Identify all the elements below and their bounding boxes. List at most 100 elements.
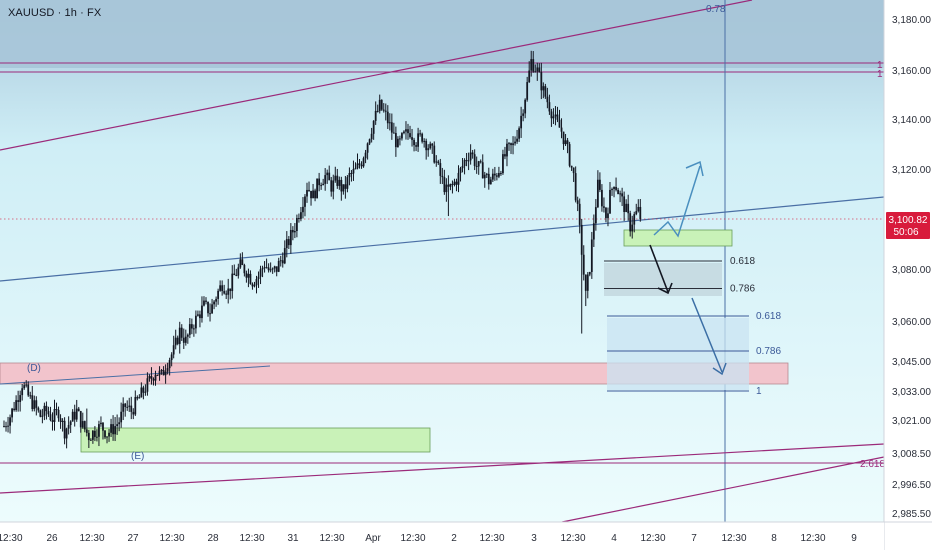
candle-body xyxy=(550,111,553,119)
time-axis-tick-label: 2 xyxy=(451,533,457,544)
candle-body xyxy=(31,395,34,410)
candle-body xyxy=(239,259,242,268)
candle-body xyxy=(526,82,529,100)
candle-body xyxy=(197,314,199,316)
candle-body xyxy=(623,196,626,212)
candle-body xyxy=(79,411,82,428)
candle-body xyxy=(580,224,583,255)
candle-body xyxy=(544,86,547,97)
candle-body xyxy=(300,212,302,219)
d-trendline xyxy=(0,365,271,385)
candle-body xyxy=(611,189,613,191)
candle-body xyxy=(570,165,573,168)
candle-body xyxy=(23,385,26,389)
time-axis-tick-label: 12:30 xyxy=(721,533,746,544)
candle-body xyxy=(251,283,254,287)
candle-body xyxy=(502,154,504,174)
candle-body xyxy=(118,422,121,425)
candle-body xyxy=(320,185,323,187)
candle-body xyxy=(293,230,296,233)
candle-body xyxy=(100,422,102,425)
candle-body xyxy=(588,271,591,275)
candle-body xyxy=(176,337,179,344)
candle-body xyxy=(116,424,119,427)
candle-body xyxy=(617,189,619,195)
wave-e-label: (E) xyxy=(131,451,144,462)
candle-body xyxy=(81,421,84,428)
candle-body xyxy=(613,186,615,190)
candle-body xyxy=(75,408,78,420)
candle-body xyxy=(13,408,15,411)
candle-body xyxy=(475,165,478,167)
candle-body xyxy=(253,285,256,287)
candle-body xyxy=(94,430,96,437)
candle-body xyxy=(417,133,419,147)
candle-body xyxy=(562,131,565,145)
fib-level-label: 0.786 xyxy=(756,346,781,357)
candle-body xyxy=(148,376,151,379)
candle-body xyxy=(132,411,135,415)
bearish-projection-arrow xyxy=(649,244,669,293)
candle-body xyxy=(449,183,452,187)
candle-body xyxy=(43,405,46,416)
candle-body xyxy=(49,414,52,420)
pink-support-zone xyxy=(0,362,789,385)
candle-body xyxy=(489,179,492,185)
candle-body xyxy=(215,298,217,302)
candle-body xyxy=(152,378,155,381)
candle-body xyxy=(316,178,318,199)
candle-body xyxy=(453,181,456,185)
candle-body xyxy=(463,160,466,166)
candle-body xyxy=(392,132,395,134)
candle-body xyxy=(9,417,11,426)
candle-body xyxy=(590,239,593,272)
candle-body xyxy=(601,189,603,207)
candle-body xyxy=(445,184,448,193)
candle-body xyxy=(451,183,454,185)
candle-body xyxy=(324,175,327,184)
lower-trendline-1 xyxy=(0,443,885,494)
ratio-078-label: 0.78 xyxy=(706,4,726,15)
candle-body xyxy=(384,110,387,112)
candle-body xyxy=(514,141,516,144)
extension-projection-arrow xyxy=(691,297,723,373)
candle-body xyxy=(281,260,284,264)
candle-body xyxy=(136,397,139,399)
fib-level-label: 0.618 xyxy=(730,256,755,267)
candle-body xyxy=(265,267,268,269)
candle-body xyxy=(138,397,141,399)
time-axis-tick-label: 12:30 xyxy=(800,533,825,544)
candle-body xyxy=(312,190,314,199)
candle-body xyxy=(599,179,601,190)
candle-body xyxy=(263,267,266,269)
price-axis-tick-label: 3,008.50 xyxy=(892,449,931,460)
candle-body xyxy=(362,158,365,167)
candle-body xyxy=(493,173,496,176)
price-axis-tick-label: 3,120.00 xyxy=(892,165,931,176)
time-axis-background[interactable] xyxy=(0,522,884,550)
candle-body xyxy=(437,161,440,164)
candle-body xyxy=(506,143,508,157)
time-axis-tick-label: 31 xyxy=(287,533,299,544)
candle-body xyxy=(156,374,159,376)
candle-body xyxy=(498,173,500,177)
candle-body xyxy=(162,370,165,376)
candle-body xyxy=(273,266,276,269)
candle-body xyxy=(29,395,32,397)
candle-body xyxy=(348,172,351,178)
price-axis-background[interactable] xyxy=(884,0,932,550)
candle-body xyxy=(259,269,262,277)
candle-body xyxy=(85,429,88,433)
candle-body xyxy=(21,388,24,396)
candle-body xyxy=(336,175,339,186)
candle-body xyxy=(15,400,18,411)
candle-body xyxy=(619,193,621,195)
candle-body xyxy=(552,116,555,119)
candle-body xyxy=(192,328,195,330)
candle-body xyxy=(558,119,561,128)
candle-body xyxy=(487,173,490,185)
candle-body xyxy=(102,422,104,431)
time-axis-tick-label: 9 xyxy=(851,533,857,544)
candle-body xyxy=(51,419,54,422)
